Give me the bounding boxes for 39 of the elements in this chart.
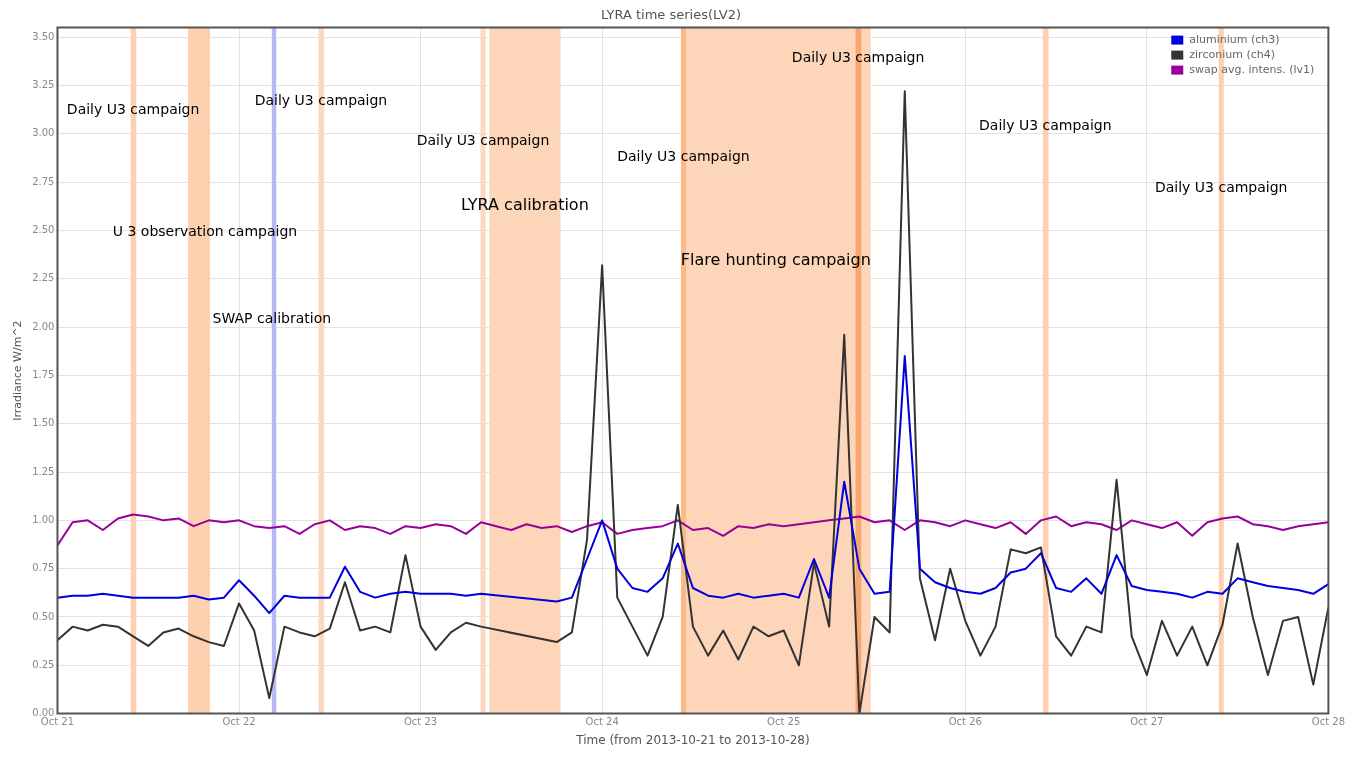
- y-tick-label: 1.50: [32, 417, 55, 429]
- x-tick-label: Oct 25: [767, 716, 801, 728]
- annotation: Daily U3 campaign: [66, 101, 200, 118]
- annotation: Daily U3 campaign: [254, 91, 388, 108]
- y-tick-label: 0.00: [32, 707, 55, 719]
- y-tick-label: 3.00: [32, 127, 55, 139]
- x-tick-label: Oct 24: [585, 716, 619, 728]
- y-tick-label: 0.75: [32, 562, 55, 574]
- chart-title: LYRA time series(LV2): [600, 7, 742, 23]
- y-tick-label: 2.25: [32, 272, 55, 284]
- y-tick-label: 2.75: [32, 175, 55, 187]
- annotation: SWAP calibration: [212, 310, 332, 327]
- y-tick-label: 2.50: [32, 224, 55, 236]
- annotation: Daily U3 campaign: [979, 116, 1112, 133]
- band-label: Flare hunting campaign: [680, 250, 871, 269]
- annotation: U 3 observation campaign: [112, 223, 298, 240]
- y-tick-label: 3.50: [32, 30, 55, 42]
- y-tick-label: 1.25: [32, 465, 55, 477]
- x-tick-label: Oct 27: [1130, 716, 1164, 728]
- y-tick-label: 0.25: [32, 658, 55, 670]
- y-tick-label: 1.75: [32, 369, 55, 381]
- annotation: Daily U3 campaign: [416, 132, 550, 149]
- legend-label: zirconium (ch4): [1189, 48, 1275, 62]
- x-tick-label: Oct 28: [1311, 716, 1345, 728]
- y-tick-label: 0.50: [32, 610, 55, 622]
- y-tick-label: 2.00: [32, 320, 55, 332]
- x-tick-label: Oct 22: [222, 716, 256, 728]
- x-tick-label: Oct 23: [403, 716, 438, 728]
- y-axis-title: Irradiance W/m^2: [11, 320, 25, 421]
- legend-label: swap avg. intens. (lv1): [1189, 63, 1315, 77]
- band-label: LYRA calibration: [461, 195, 589, 215]
- legend-label: aluminium (ch3): [1189, 33, 1280, 47]
- x-tick-label: Oct 21: [40, 716, 75, 728]
- y-tick-label: 3.25: [32, 79, 55, 91]
- annotation: Daily U3 campaign: [1154, 178, 1288, 195]
- x-axis-title: Time (from 2013-10-21 to 2013-10-28): [575, 732, 810, 747]
- x-tick-label: Oct 26: [948, 716, 982, 728]
- annotation: Daily U3 campaign: [617, 147, 750, 164]
- y-tick-label: 1.00: [32, 513, 55, 525]
